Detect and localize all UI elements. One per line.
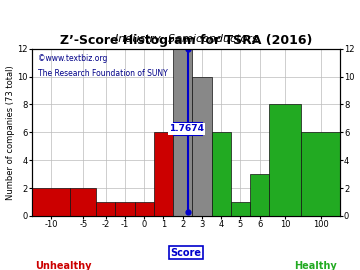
Bar xyxy=(301,132,340,216)
Text: 1.7674: 1.7674 xyxy=(169,124,204,133)
Bar xyxy=(154,132,173,216)
Text: ©www.textbiz.org: ©www.textbiz.org xyxy=(38,54,108,63)
Bar xyxy=(71,188,96,216)
Bar xyxy=(173,49,192,216)
Bar xyxy=(115,202,135,216)
Text: Unhealthy: Unhealthy xyxy=(35,261,91,270)
Bar xyxy=(192,76,212,216)
Bar xyxy=(250,174,269,216)
Y-axis label: Number of companies (73 total): Number of companies (73 total) xyxy=(5,65,14,200)
Bar xyxy=(32,188,71,216)
Bar xyxy=(96,202,115,216)
Title: Z’-Score Histogram for TSRA (2016): Z’-Score Histogram for TSRA (2016) xyxy=(60,35,312,48)
Text: Score: Score xyxy=(170,248,201,258)
Bar xyxy=(135,202,154,216)
Bar xyxy=(269,104,301,216)
Text: Industry: Semiconductors: Industry: Semiconductors xyxy=(114,33,257,43)
Text: Healthy: Healthy xyxy=(294,261,337,270)
Text: The Research Foundation of SUNY: The Research Foundation of SUNY xyxy=(38,69,168,78)
Bar xyxy=(231,202,250,216)
Bar xyxy=(212,132,231,216)
